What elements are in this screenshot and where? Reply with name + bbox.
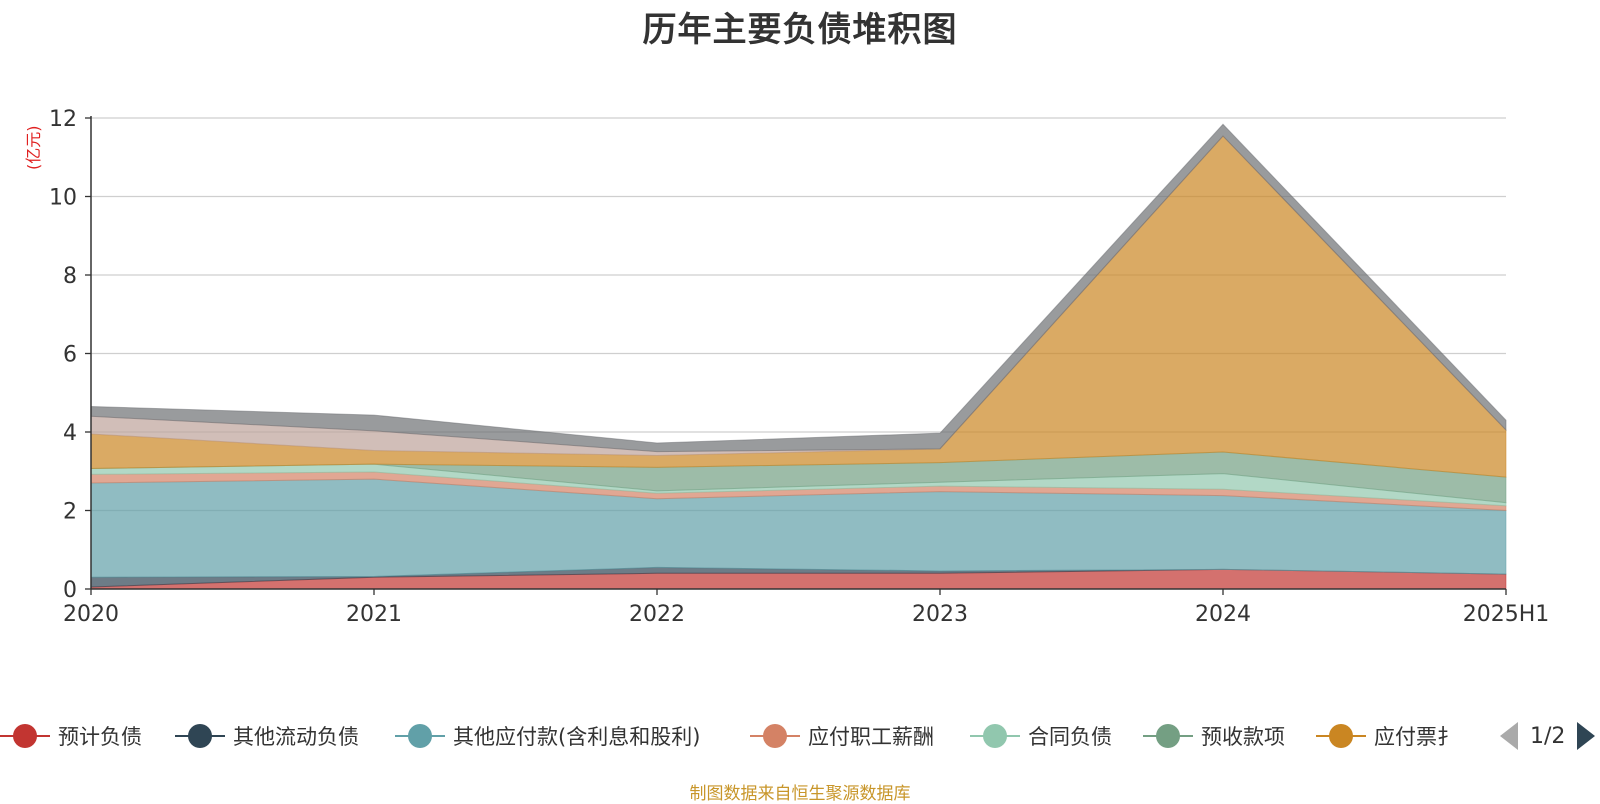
- legend-item[interactable]: 应付职工薪酬: [750, 716, 934, 756]
- source-note: 制图数据来自恒生聚源数据库: [689, 784, 911, 804]
- legend-label: 其他流动负债: [233, 725, 359, 749]
- legend: 预计负债 其他流动负债 其他应付款(含利息和股利) 应付职工薪酬 合同负债 预收款项 应付票…: [0, 716, 1600, 756]
- y-tick-label: 0: [63, 578, 77, 603]
- legend-marker-icon: [175, 721, 225, 751]
- legend-label: 应付职工薪酬: [808, 725, 934, 749]
- legend-label: 预收款项: [1201, 725, 1285, 749]
- chart-title: 历年主要负债堆积图: [642, 10, 958, 50]
- legend-label: 预计负债: [58, 725, 142, 749]
- y-tick-label: 6: [63, 343, 77, 368]
- legend-marker-icon: [1316, 721, 1366, 751]
- legend-next-page-icon[interactable]: [1577, 722, 1596, 750]
- legend-prev-page-icon[interactable]: [1500, 722, 1518, 750]
- legend-item[interactable]: 合同负债: [970, 716, 1112, 756]
- y-tick-label: 12: [49, 107, 77, 132]
- legend-pager: 1/2: [1500, 716, 1596, 756]
- legend-marker-icon: [970, 721, 1020, 751]
- x-tick-label: 2022: [629, 602, 685, 627]
- y-tick-label: 10: [49, 186, 77, 211]
- legend-marker-icon: [1143, 721, 1193, 751]
- x-tick-label: 2024: [1195, 602, 1251, 627]
- area-series-8: [90, 123, 1507, 453]
- legend-item[interactable]: 应付票扌: [1316, 716, 1458, 756]
- legend-label: 其他应付款(含利息和股利): [453, 725, 701, 749]
- legend-marker-icon: [395, 721, 445, 751]
- legend-item[interactable]: 其他应付款(含利息和股利): [395, 716, 700, 756]
- x-tick-label: 2020: [63, 602, 119, 627]
- legend-label: 应付票扌: [1374, 725, 1458, 749]
- legend-items: 预计负债 其他流动负债 其他应付款(含利息和股利) 应付职工薪酬 合同负债 预收款项 应付票…: [0, 716, 1480, 756]
- y-tick-label: 8: [63, 264, 77, 289]
- y-tick-label: 2: [63, 500, 77, 525]
- x-tick-label: 2021: [346, 602, 402, 627]
- y-tick-label: 4: [63, 421, 77, 446]
- legend-marker-icon: [0, 721, 50, 751]
- x-tick-label: 2025H1: [1463, 602, 1550, 627]
- y-tick-labels: 0 2 4 6 8 10 12: [49, 107, 77, 603]
- axes: [85, 116, 1507, 595]
- x-tick-label: 2023: [912, 602, 968, 627]
- legend-page-indicator: 1/2: [1530, 723, 1566, 749]
- legend-marker-icon: [750, 721, 800, 751]
- legend-label: 合同负债: [1028, 725, 1112, 749]
- legend-item[interactable]: 预收款项: [1143, 716, 1285, 756]
- stacked-area-chart: 0 2 4 6 8 10 12 2020 2021 2022 2023 2024 2025H1: [49, 107, 1549, 627]
- legend-item[interactable]: 预计负债: [0, 716, 142, 756]
- legend-item[interactable]: 其他流动负债: [175, 716, 359, 756]
- x-tick-labels: 2020 2021 2022 2023 2024 2025H1: [63, 602, 1549, 627]
- area-series: [90, 123, 1507, 590]
